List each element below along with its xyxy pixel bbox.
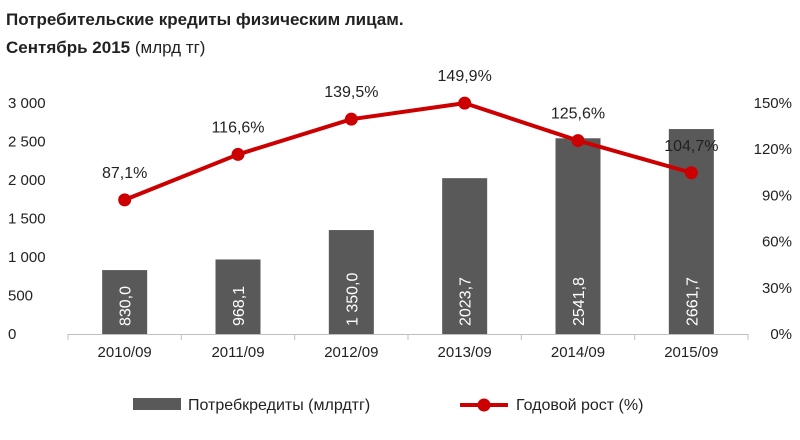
y-right-tick-label: 120% [754, 141, 792, 158]
x-tick-label: 2010/09 [98, 344, 152, 361]
title-line-2: Сентябрь 2015 (млрд тг) [6, 34, 404, 62]
growth-point [231, 147, 245, 161]
title-unit: (млрд тг) [130, 38, 206, 57]
y-left-tick-label: 500 [8, 288, 33, 305]
y-right-tick-label: 90% [762, 187, 792, 204]
bar-value-label: 830,0 [118, 286, 135, 326]
growth-value-label: 125,6% [551, 106, 605, 123]
title-period: Сентябрь 2015 [6, 38, 131, 57]
y-left-tick-label: 1 000 [8, 249, 46, 266]
bar [442, 178, 488, 334]
growth-value-label: 139,5% [324, 84, 378, 101]
bar [555, 138, 601, 334]
y-left-tick-label: 1 500 [8, 211, 46, 228]
x-tick-label: 2014/09 [551, 344, 605, 361]
y-right-tick-label: 30% [762, 280, 792, 297]
growth-point [344, 112, 358, 126]
x-tick-label: 2012/09 [324, 344, 378, 361]
growth-point [118, 193, 132, 207]
growth-value-label: 149,9% [438, 68, 492, 85]
growth-point [571, 134, 585, 148]
x-tick-label: 2015/09 [664, 344, 718, 361]
growth-point [684, 166, 698, 180]
x-tick-label: 2011/09 [211, 344, 264, 361]
legend-bar-swatch [133, 398, 181, 410]
legend-bar-label: Потребкредиты (млрдтг) [188, 397, 370, 414]
bar [215, 259, 261, 334]
x-tick-label: 2013/09 [438, 344, 492, 361]
title-line-1: Потребительские кредиты физическим лицам… [6, 10, 404, 29]
y-left-tick-label: 2 000 [8, 172, 46, 189]
growth-value-label: 116,6% [211, 119, 264, 136]
bar [102, 270, 148, 334]
chart-title: Потребительские кредиты физическим лицам… [6, 6, 404, 62]
growth-value-label: 87,1% [102, 165, 147, 182]
growth-point [458, 96, 472, 110]
bar-value-label: 2661,7 [684, 277, 701, 326]
bar [668, 129, 714, 334]
legend-line-marker [477, 398, 491, 412]
y-left-tick-label: 2 500 [8, 134, 46, 151]
bar-value-label: 2023,7 [458, 277, 475, 326]
bar [328, 230, 374, 334]
growth-value-label: 104,7% [664, 138, 718, 155]
bar-value-label: 968,1 [231, 286, 248, 326]
y-right-tick-label: 0% [770, 326, 792, 343]
y-right-tick-label: 60% [762, 234, 792, 251]
bar-value-label: 2541,8 [571, 277, 588, 326]
legend-line-label: Годовой рост (%) [516, 397, 643, 414]
bar-value-label: 1 350,0 [344, 273, 361, 326]
growth-line [123, 101, 692, 202]
y-left-tick-label: 0 [8, 326, 16, 343]
y-left-tick-label: 3 000 [8, 95, 46, 112]
y-right-tick-label: 150% [754, 95, 792, 112]
